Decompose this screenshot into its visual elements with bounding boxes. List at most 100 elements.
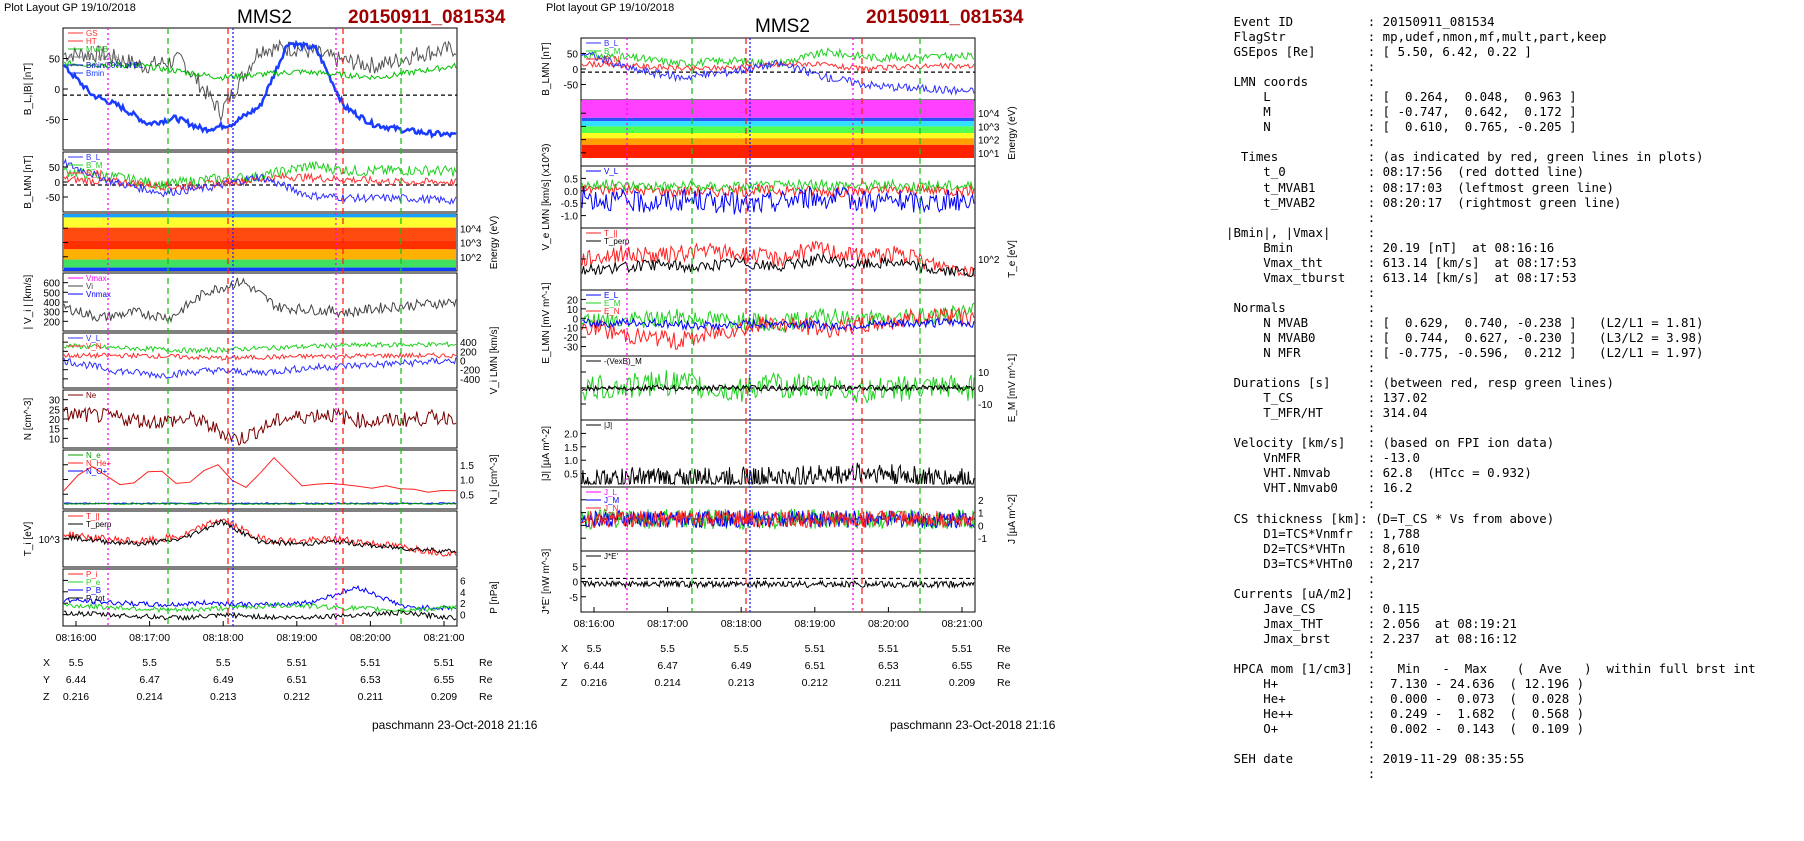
panel-frame-ni: [62, 449, 458, 510]
y-tick-label: 0: [460, 357, 466, 368]
data-trace-bl: [63, 59, 457, 82]
y-tick-label: 1.5: [564, 443, 578, 454]
info-line: :: [1226, 59, 1376, 75]
legend-entry: |J|: [604, 421, 612, 430]
info-line: He++ : 0.249 - 1.682 ( 0.568 ): [1226, 706, 1585, 722]
y-tick-label: 0: [460, 611, 466, 622]
legend-entry: V_L: [604, 167, 619, 176]
position-row-label: X: [561, 643, 568, 655]
panel-frame-p: [62, 568, 458, 627]
legend-entry: N_He+: [86, 459, 111, 468]
position-value: 6.55: [434, 674, 455, 686]
data-trace-blmn: [581, 47, 975, 69]
data-trace-ti: [63, 518, 457, 557]
legend-entry: B_L: [86, 153, 101, 162]
y-axis-label-ti: T_i [eV]: [23, 522, 34, 557]
right-event-id: 20150911_081534: [866, 7, 1024, 28]
y-tick-label: -50: [46, 193, 61, 204]
spectrogram-band: [64, 249, 456, 260]
panel-frame-vlmn: [62, 332, 458, 389]
data-trace-jlmn: [581, 509, 975, 529]
y-tick-label: 0: [978, 384, 984, 395]
y-axis-label-vi: | V_i | [km/s]: [23, 274, 34, 329]
position-value: 0.209: [949, 677, 975, 689]
legend-entry: -(VexB)_M: [604, 357, 642, 366]
y-tick-label: 10^1: [978, 149, 1000, 160]
info-line: Durations [s] : (between red, resp green…: [1226, 375, 1614, 391]
info-line: :: [1226, 570, 1376, 586]
info-line: Bmin : 20.19 [nT] at 08:16:16: [1226, 239, 1555, 255]
position-value: 5.51: [434, 657, 455, 669]
data-trace-je: [581, 579, 975, 590]
y-tick-label: 1.5: [460, 461, 474, 472]
info-line: He+ : 0.000 - 0.073 ( 0.028 ): [1226, 691, 1585, 707]
x-tick-label: 08:18:00: [203, 632, 244, 644]
right-spacecraft-title: MMS2: [755, 16, 810, 37]
y-tick-label: 1.0: [564, 456, 578, 467]
panel-frame-te: [580, 227, 976, 291]
position-value: 6.47: [139, 674, 160, 686]
position-value: 6.53: [360, 674, 381, 686]
legend-entry: E_M: [604, 299, 621, 308]
y-tick-label: -50: [564, 81, 579, 92]
y-tick-label: 10: [978, 368, 990, 379]
left-plot-header: Plot Layout GP 19/10/2018: [4, 2, 136, 14]
info-line: t_0 : 08:17:56 (red dotted line): [1226, 164, 1585, 180]
y-tick-label: 4: [460, 588, 466, 599]
y-tick-label: -50: [46, 116, 61, 127]
x-tick-label: 08:20:00: [350, 632, 391, 644]
panel-frame-e: [580, 289, 976, 357]
data-trace-te: [581, 240, 975, 277]
position-value: 6.44: [584, 660, 605, 672]
legend-entry: Vmax: [86, 274, 106, 283]
position-row-label: Y: [561, 660, 568, 672]
position-row-label: Y: [43, 674, 50, 686]
legend-entry: B_L: [604, 39, 619, 48]
position-unit: Re: [479, 691, 493, 703]
position-row-label: X: [43, 657, 50, 669]
y-tick-label: 50: [49, 55, 61, 66]
info-line: VHT.Nmvab : 62.8 (HTcc = 0.932): [1226, 465, 1532, 481]
y-axis-label-p: P [nPa]: [489, 581, 500, 614]
data-trace-blmn: [63, 160, 457, 191]
legend-entry: B_N: [86, 169, 102, 178]
info-line: Jave_CS : 0.115: [1226, 600, 1420, 616]
legend-entry: BL model: [86, 53, 120, 62]
position-value: 6.44: [66, 674, 87, 686]
x-tick-label: 08:19:00: [794, 618, 835, 630]
y-tick-label: -1: [978, 534, 987, 545]
y-axis-label-n: N [cm^-3]: [23, 398, 34, 441]
left-spacecraft-title: MMS2: [237, 7, 292, 28]
info-line: :: [1226, 645, 1376, 661]
info-line: :: [1226, 420, 1376, 436]
data-trace-vlmn: [63, 357, 457, 380]
info-line: :: [1226, 495, 1376, 511]
position-value: 5.5: [69, 657, 84, 669]
position-value: 0.211: [876, 677, 902, 689]
y-tick-label: 0: [572, 578, 578, 589]
spectrogram-band: [64, 217, 456, 228]
y-tick-label: 50: [567, 50, 579, 61]
info-line: t_MVAB1 : 08:17:03 (leftmost green line): [1226, 179, 1614, 195]
legend-entry: T_||: [604, 229, 618, 238]
y-tick-label: -400: [460, 375, 480, 386]
y-tick-label: 10^2: [978, 136, 1000, 147]
position-value: 0.214: [136, 691, 162, 703]
event-info-table: Event ID : 20150911_081534 FlagStr : mp,…: [1226, 14, 1796, 781]
position-value: 0.212: [284, 691, 310, 703]
left-footer-signature: paschmann 23-Oct-2018 21:16: [372, 718, 538, 732]
panel-frame-espec: [580, 99, 976, 167]
info-line: Currents [uA/m2] :: [1226, 585, 1376, 601]
data-trace-j: [581, 462, 975, 486]
y-tick-label: 10^4: [460, 224, 482, 235]
legend-entry: N_O+: [86, 467, 107, 476]
left-event-id: 20150911_081534: [348, 7, 506, 28]
panel-frame-vi: [62, 272, 458, 332]
position-value: 0.213: [210, 691, 236, 703]
y-tick-label: 10: [567, 305, 579, 316]
position-value: 5.51: [878, 643, 899, 655]
legend-entry: T_perp: [604, 237, 630, 246]
y-axis-label-te: T_e [eV]: [1007, 240, 1018, 278]
x-tick-label: 08:21:00: [424, 632, 465, 644]
